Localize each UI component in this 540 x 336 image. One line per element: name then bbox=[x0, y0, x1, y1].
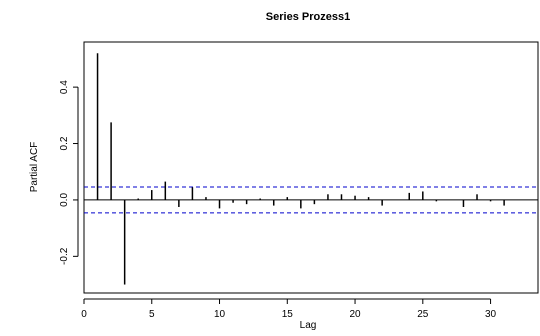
x-axis: 0 5 10 15 20 25 30 bbox=[81, 298, 497, 320]
pacf-bars bbox=[96, 53, 505, 285]
y-tick-label: 0.4 bbox=[59, 80, 70, 94]
y-tick-label: -0.2 bbox=[59, 247, 70, 265]
y-axis: -0.2 0.0 0.2 0.4 bbox=[59, 80, 79, 265]
y-tick-label: 0.0 bbox=[59, 193, 70, 207]
plot-frame bbox=[83, 41, 539, 294]
x-tick-label: 30 bbox=[485, 309, 497, 320]
y-axis-label: Partial ACF bbox=[29, 142, 40, 193]
x-tick-label: 20 bbox=[349, 309, 361, 320]
x-axis-label: Lag bbox=[300, 320, 317, 331]
y-tick-label: 0.2 bbox=[59, 136, 70, 150]
plot-area bbox=[83, 41, 539, 294]
x-tick-label: 10 bbox=[214, 309, 226, 320]
x-tick-label: 5 bbox=[149, 309, 155, 320]
x-tick-label: 25 bbox=[417, 309, 429, 320]
chart-title: Series Prozess1 bbox=[266, 11, 350, 23]
x-tick-label: 15 bbox=[282, 309, 294, 320]
x-tick-label: 0 bbox=[81, 309, 87, 320]
